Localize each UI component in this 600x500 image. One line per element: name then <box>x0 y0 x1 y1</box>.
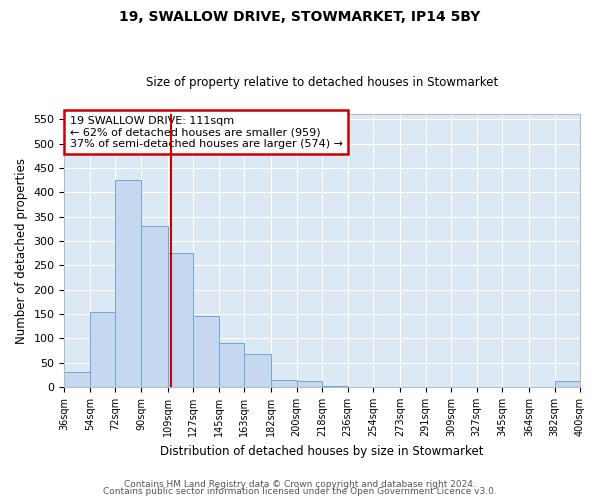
X-axis label: Distribution of detached houses by size in Stowmarket: Distribution of detached houses by size … <box>160 444 484 458</box>
Bar <box>219 343 244 387</box>
Bar <box>64 372 90 387</box>
Title: Size of property relative to detached houses in Stowmarket: Size of property relative to detached ho… <box>146 76 499 90</box>
Bar <box>141 226 168 387</box>
Text: 19 SWALLOW DRIVE: 111sqm
← 62% of detached houses are smaller (959)
37% of semi-: 19 SWALLOW DRIVE: 111sqm ← 62% of detach… <box>70 116 343 149</box>
Bar <box>271 380 297 387</box>
Bar <box>193 316 219 387</box>
Bar <box>554 381 580 387</box>
Bar <box>322 386 347 387</box>
Bar <box>297 381 322 387</box>
Bar <box>244 354 271 387</box>
Text: Contains HM Land Registry data © Crown copyright and database right 2024.: Contains HM Land Registry data © Crown c… <box>124 480 476 489</box>
Text: Contains public sector information licensed under the Open Government Licence v3: Contains public sector information licen… <box>103 488 497 496</box>
Bar <box>90 312 115 387</box>
Bar <box>115 180 141 387</box>
Text: 19, SWALLOW DRIVE, STOWMARKET, IP14 5BY: 19, SWALLOW DRIVE, STOWMARKET, IP14 5BY <box>119 10 481 24</box>
Y-axis label: Number of detached properties: Number of detached properties <box>15 158 28 344</box>
Bar <box>168 253 193 387</box>
